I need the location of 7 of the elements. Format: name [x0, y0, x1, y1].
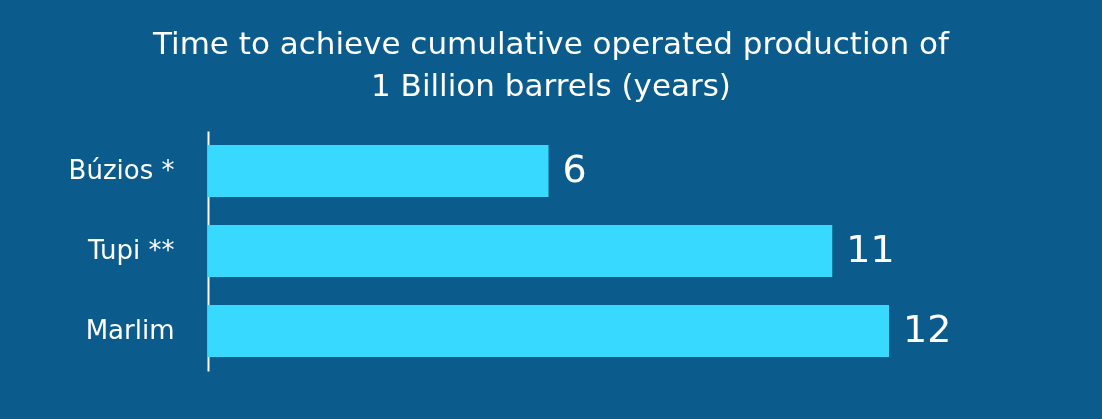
data-label: 6: [562, 147, 587, 191]
data-label: 12: [903, 307, 952, 351]
y-tick-label: Marlim: [85, 315, 175, 345]
y-tick-label: Búzios *: [68, 155, 175, 185]
y-tick-label: Tupi **: [87, 235, 175, 265]
chart-title: Time to achieve cumulative operated production of 1 Billion barrels (years): [152, 24, 951, 105]
data-label: 11: [846, 227, 895, 271]
